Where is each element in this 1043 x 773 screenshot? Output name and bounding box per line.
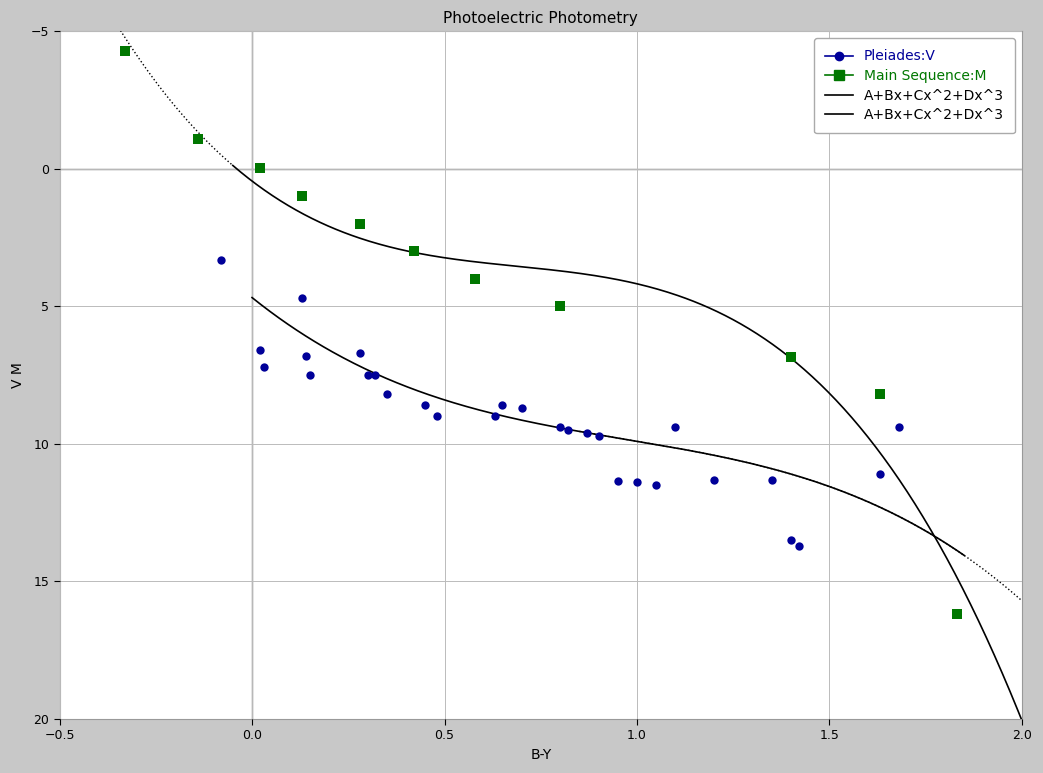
Text: ×: × (993, 46, 1001, 56)
Title: Photoelectric Photometry: Photoelectric Photometry (443, 11, 638, 26)
Legend: Pleiades:V, Main Sequence:M, A+Bx+Cx^2+Dx^3, A+Bx+Cx^2+Dx^3: Pleiades:V, Main Sequence:M, A+Bx+Cx^2+D… (814, 39, 1015, 133)
X-axis label: B-Y: B-Y (530, 748, 552, 762)
Y-axis label: V M: V M (11, 363, 25, 388)
